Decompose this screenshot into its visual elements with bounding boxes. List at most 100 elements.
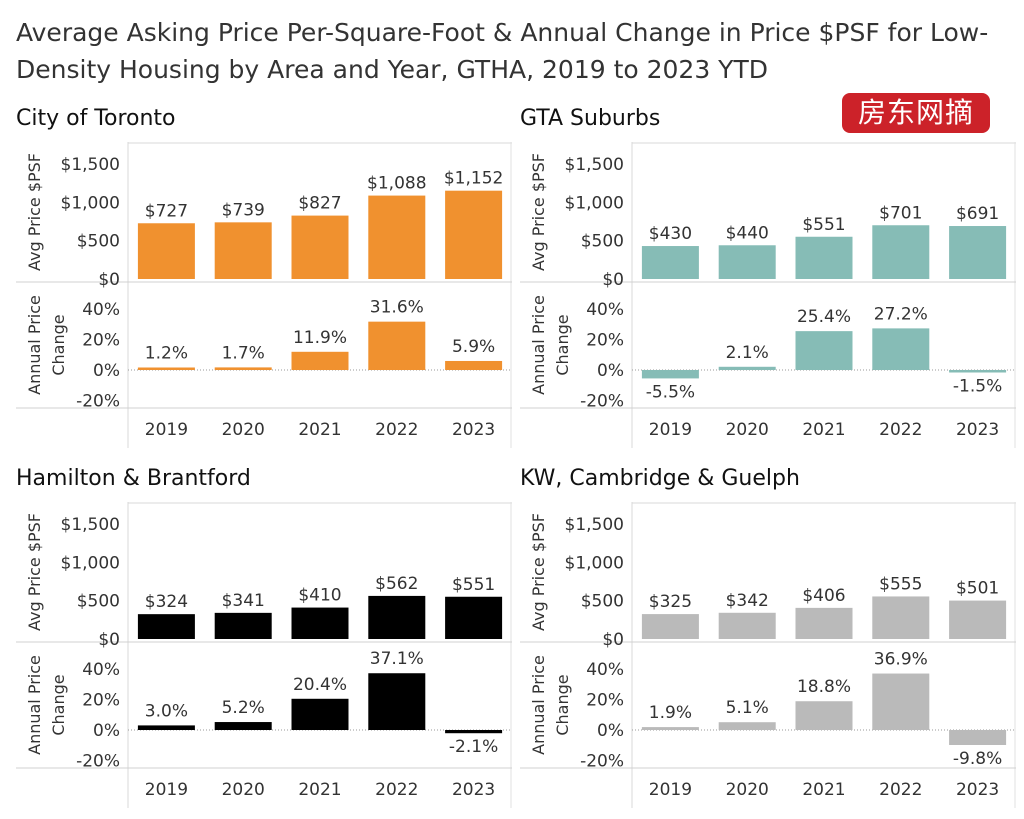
price-tick-label: $0: [98, 630, 120, 650]
change-axis-title-line2: Change: [49, 674, 68, 735]
price-tick-label: $1,500: [565, 515, 624, 535]
price-data-label: $430: [649, 224, 692, 244]
change-bar-2019: [137, 367, 195, 370]
price-tick-label: $1,000: [61, 193, 120, 213]
price-tick-label: $0: [98, 270, 120, 290]
panel-title: City of Toronto: [16, 106, 176, 131]
price-data-label: $551: [802, 215, 845, 235]
price-bar-2021: [795, 236, 853, 279]
change-data-label: 18.8%: [797, 677, 851, 697]
change-bar-2023: [949, 370, 1007, 373]
price-bar-2023: [949, 600, 1007, 639]
change-tick-label: -20%: [580, 752, 624, 772]
change-axis-title-line1: Annual Price: [529, 655, 548, 755]
price-data-label: $325: [649, 592, 692, 612]
change-bar-2022: [368, 321, 426, 370]
price-bar-2021: [291, 215, 349, 279]
change-tick-label: 0%: [597, 361, 624, 381]
change-bar-2023: [445, 730, 503, 734]
price-data-label: $440: [726, 223, 769, 243]
price-bar-2023: [445, 596, 503, 639]
price-tick-label: $1,500: [565, 155, 624, 175]
change-data-label: 5.9%: [452, 337, 495, 357]
x-tick-label-2019: 2019: [649, 420, 692, 440]
panel-chart: Avg Price $PSF Annual Price Change $1,500 $1…: [16, 502, 512, 808]
price-bar-2022: [872, 596, 930, 639]
price-data-label: $501: [956, 579, 999, 599]
change-data-label: 37.1%: [370, 649, 424, 669]
change-data-label: 1.7%: [222, 343, 265, 363]
price-tick-label: $500: [581, 232, 624, 252]
price-data-label: $342: [726, 591, 769, 611]
change-bar-2019: [641, 370, 699, 379]
panel-chart: Avg Price $PSF Annual Price Change $1,500 $1…: [520, 502, 1016, 808]
price-data-label: $701: [879, 203, 922, 223]
change-data-label: -5.5%: [646, 382, 695, 402]
x-tick-label-2019: 2019: [145, 420, 188, 440]
price-data-label: $1,152: [444, 169, 503, 189]
change-axis-title-line1: Annual Price: [25, 295, 44, 395]
price-tick-label: $0: [602, 630, 624, 650]
x-tick-label-2022: 2022: [375, 420, 418, 440]
price-tick-label: $1,500: [61, 155, 120, 175]
change-axis-title-line2: Change: [553, 314, 572, 375]
x-tick-label-2023: 2023: [956, 780, 999, 800]
price-bar-2021: [291, 607, 349, 639]
change-tick-label: 40%: [586, 660, 624, 680]
change-data-label: 3.0%: [145, 701, 188, 721]
panel-kw-cambridge-guelph: KW, Cambridge & Guelph Avg Price $PSF Ann…: [520, 466, 1020, 816]
x-tick-label-2019: 2019: [145, 780, 188, 800]
change-tick-label: 40%: [82, 660, 120, 680]
change-data-label: 1.2%: [145, 344, 188, 364]
price-axis-title: Avg Price $PSF: [529, 513, 548, 631]
price-bar-2019: [137, 223, 195, 279]
panel-chart: Avg Price $PSF Annual Price Change $1,500 $1…: [16, 142, 512, 448]
watermark-logo: 房东网摘: [842, 93, 990, 133]
price-bar-2020: [718, 612, 776, 639]
price-axis-title: Avg Price $PSF: [25, 513, 44, 631]
x-tick-label-2020: 2020: [222, 780, 265, 800]
price-tick-label: $1,000: [565, 553, 624, 573]
change-tick-label: 40%: [82, 300, 120, 320]
x-tick-label-2019: 2019: [649, 780, 692, 800]
change-tick-label: 20%: [82, 690, 120, 710]
price-tick-label: $500: [77, 592, 120, 612]
change-bar-2020: [718, 722, 776, 730]
change-data-label: 2.1%: [726, 343, 769, 363]
change-tick-label: 0%: [93, 361, 120, 381]
price-tick-label: $1,000: [61, 553, 120, 573]
price-bar-2020: [718, 245, 776, 279]
change-tick-label: 20%: [586, 330, 624, 350]
x-tick-label-2021: 2021: [802, 420, 845, 440]
change-tick-label: -20%: [76, 752, 120, 772]
x-tick-label-2020: 2020: [726, 780, 769, 800]
price-axis-title: Avg Price $PSF: [529, 153, 548, 271]
panel-title: GTA Suburbs: [520, 106, 661, 131]
change-data-label: 25.4%: [797, 307, 851, 327]
change-axis-title-line2: Change: [49, 314, 68, 375]
x-tick-label-2021: 2021: [298, 780, 341, 800]
change-tick-label: 0%: [93, 721, 120, 741]
panel-gta-suburbs: GTA Suburbs Avg Price $PSF Annual Price Ch…: [520, 106, 1020, 456]
price-bar-2023: [445, 190, 503, 279]
change-bar-2021: [795, 701, 853, 730]
change-axis-title-line1: Annual Price: [25, 655, 44, 755]
price-tick-label: $1,500: [61, 515, 120, 535]
price-bar-2019: [641, 614, 699, 639]
x-tick-label-2023: 2023: [452, 780, 495, 800]
change-data-label: 36.9%: [874, 650, 928, 670]
change-data-label: -1.5%: [953, 377, 1002, 397]
price-data-label: $410: [298, 586, 341, 606]
change-data-label: 31.6%: [370, 298, 424, 318]
change-bar-2021: [291, 351, 349, 370]
x-tick-label-2020: 2020: [222, 420, 265, 440]
change-data-label: -9.8%: [953, 749, 1002, 769]
price-data-label: $727: [145, 201, 188, 221]
price-axis-title: Avg Price $PSF: [25, 153, 44, 271]
change-bar-2020: [718, 366, 776, 370]
price-tick-label: $0: [602, 270, 624, 290]
change-tick-label: -20%: [580, 392, 624, 412]
price-data-label: $555: [879, 574, 922, 594]
change-data-label: 11.9%: [293, 328, 347, 348]
price-bar-2019: [641, 246, 699, 279]
